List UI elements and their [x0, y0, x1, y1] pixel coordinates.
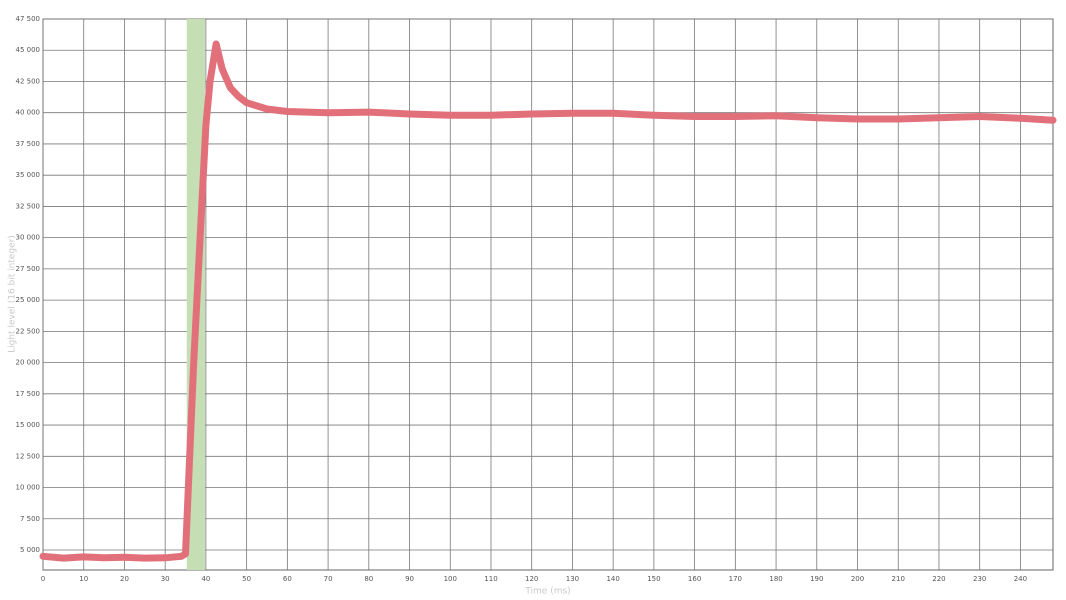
x-tick-label: 170 [729, 575, 742, 583]
x-tick-label: 30 [161, 575, 170, 583]
y-tick-label: 32 500 [16, 202, 41, 210]
x-tick-label: 180 [769, 575, 782, 583]
x-tick-label: 220 [932, 575, 945, 583]
x-tick-label: 200 [851, 575, 864, 583]
y-tick-label: 20 000 [16, 359, 41, 367]
x-tick-label: 60 [283, 575, 292, 583]
x-tick-label: 210 [892, 575, 905, 583]
y-tick-label: 22 500 [16, 327, 41, 335]
y-tick-label: 47 500 [16, 15, 41, 23]
y-tick-label: 25 000 [16, 296, 41, 304]
x-tick-label: 0 [41, 575, 45, 583]
y-tick-label: 40 000 [16, 109, 41, 117]
data-line [39, 40, 1057, 562]
y-tick-label: 15 000 [16, 421, 41, 429]
y-tick-label: 10 000 [16, 484, 41, 492]
x-axis-label: Time (ms) [524, 587, 570, 597]
x-tick-label: 140 [606, 575, 619, 583]
x-tick-label: 150 [647, 575, 660, 583]
y-tick-label: 42 500 [16, 77, 41, 85]
x-tick-label: 190 [810, 575, 823, 583]
y-tick-label: 35 000 [16, 171, 41, 179]
x-tick-label: 120 [525, 575, 538, 583]
x-tick-label: 70 [324, 575, 333, 583]
x-tick-label: 160 [688, 575, 701, 583]
x-tick-label: 40 [201, 575, 210, 583]
y-tick-label: 27 500 [16, 265, 41, 273]
y-axis-label: Light level (16 bit integer) [8, 235, 18, 353]
x-tick-label: 240 [1014, 575, 1027, 583]
x-tick-label: 50 [242, 575, 251, 583]
x-tick-label: 130 [566, 575, 579, 583]
y-tick-label: 7 500 [20, 515, 40, 523]
y-tick-label: 17 500 [16, 390, 41, 398]
y-tick-label: 30 000 [16, 234, 41, 242]
x-tick-label: 100 [444, 575, 457, 583]
x-tick-label: 10 [79, 575, 88, 583]
x-tick-label: 230 [973, 575, 986, 583]
x-tick-label: 80 [364, 575, 373, 583]
x-tick-label: 20 [120, 575, 129, 583]
x-tick-label: 90 [405, 575, 414, 583]
y-tick-label: 5 000 [20, 546, 40, 554]
x-tick-label: 110 [484, 575, 497, 583]
y-tick-label: 45 000 [16, 46, 41, 54]
y-tick-label: 37 500 [16, 140, 41, 148]
y-tick-label: 12 500 [16, 452, 41, 460]
